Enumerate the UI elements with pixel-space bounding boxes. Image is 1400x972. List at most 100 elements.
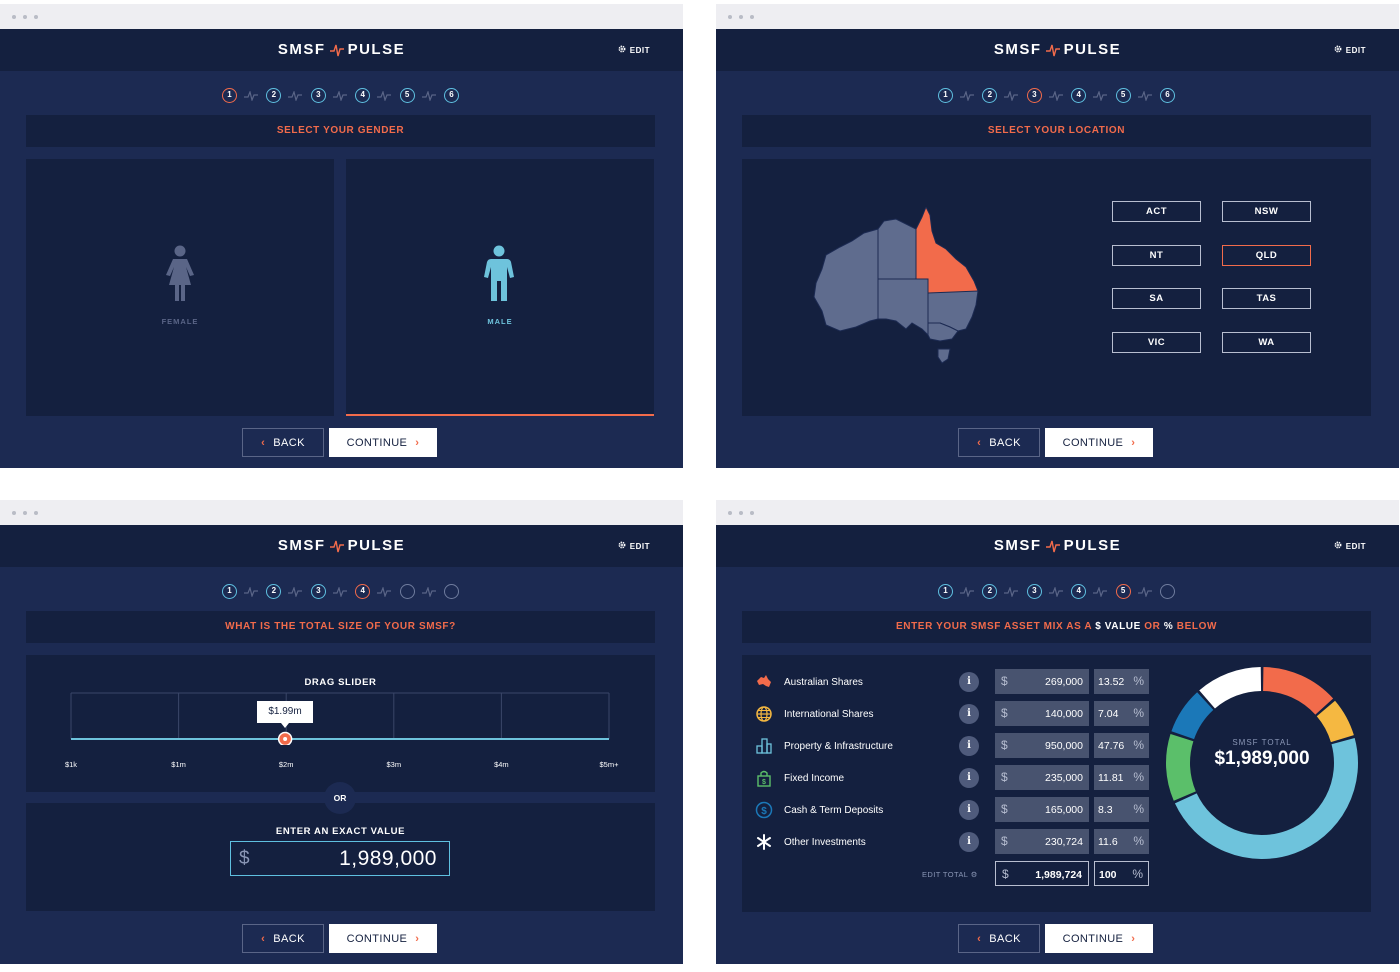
asset-pct-input[interactable]: 13.52%	[1094, 669, 1149, 694]
step-1[interactable]: 1	[222, 88, 237, 103]
location-button-nt[interactable]: NT	[1112, 244, 1201, 266]
step-5[interactable]: 5	[399, 88, 415, 103]
step-2[interactable]: 2	[266, 88, 282, 103]
continue-button[interactable]: CONTINUE ›	[329, 428, 437, 457]
donut-segment[interactable]	[1174, 737, 1358, 859]
continue-button[interactable]: CONTINUE ›	[1045, 924, 1153, 953]
step-6[interactable]: 6	[444, 88, 459, 103]
asset-value-input[interactable]: $230,724	[995, 829, 1089, 854]
location-button-wa[interactable]: WA	[1222, 331, 1311, 353]
step-4[interactable]: 4	[355, 584, 371, 599]
step-4[interactable]: 4	[1071, 584, 1087, 599]
location-button-sa[interactable]: SA	[1112, 288, 1201, 309]
asset-value-input[interactable]: $950,000	[995, 733, 1089, 758]
pct-symbol: %	[1133, 834, 1144, 848]
location-button-qld[interactable]: QLD	[1222, 244, 1311, 266]
window-chrome	[0, 4, 683, 29]
back-button[interactable]: ‹ BACK	[958, 428, 1040, 457]
info-icon[interactable]: i	[959, 800, 979, 820]
asset-pct: 11.81	[1098, 772, 1124, 784]
step-2[interactable]: 2	[982, 88, 998, 103]
step-3[interactable]: 3	[1026, 584, 1042, 599]
step-5[interactable]: 5	[1115, 584, 1131, 599]
info-icon[interactable]: i	[959, 736, 979, 756]
asset-value-input[interactable]: $165,000	[995, 797, 1089, 822]
window-chrome	[0, 500, 683, 525]
info-icon[interactable]: i	[959, 768, 979, 788]
step-4[interactable]: 4	[355, 88, 371, 103]
step-2[interactable]: 2	[266, 584, 282, 599]
asset-pct-input[interactable]: 11.6%	[1094, 829, 1149, 854]
total-value-input[interactable]: $ 1,989,724	[995, 861, 1089, 886]
slider-value-tooltip: $1.99m	[257, 701, 313, 728]
continue-button[interactable]: CONTINUE ›	[1045, 428, 1153, 457]
edit-button[interactable]: EDIT	[618, 541, 650, 551]
info-icon[interactable]: i	[959, 832, 979, 852]
asset-pct: 13.52	[1098, 676, 1125, 688]
step-6[interactable]	[444, 584, 459, 599]
asset-value: 950,000	[1045, 740, 1083, 752]
pulse-separator-icon	[1004, 91, 1019, 101]
map-region-tas[interactable]	[937, 348, 951, 364]
map-region-vic[interactable]	[927, 322, 959, 342]
brand-logo: SMSF PULSE	[0, 537, 683, 554]
donut-segment[interactable]	[1171, 692, 1214, 740]
back-button[interactable]: ‹ BACK	[958, 924, 1040, 953]
asterisk-icon	[755, 833, 773, 851]
brand-right: PULSE	[1063, 41, 1122, 58]
donut-segment[interactable]	[1262, 667, 1334, 715]
asset-value-input[interactable]: $140,000	[995, 701, 1089, 726]
donut-segment[interactable]	[1166, 733, 1196, 801]
step-3[interactable]: 3	[310, 584, 326, 599]
step-6[interactable]	[1160, 584, 1175, 599]
edit-total-button[interactable]: EDIT TOTAL ⚙	[922, 870, 978, 879]
gender-option-male[interactable]: MALE	[346, 159, 654, 416]
pulse-separator-icon	[1093, 587, 1108, 597]
step-1[interactable]: 1	[938, 584, 953, 599]
step-1[interactable]: 1	[222, 584, 237, 599]
step-6[interactable]: 6	[1160, 88, 1175, 103]
map-region-qld[interactable]	[915, 207, 979, 294]
slider-panel: DRAG SLIDER	[26, 655, 655, 792]
asset-pct-input[interactable]: 47.76%	[1094, 733, 1149, 758]
size-slider[interactable]	[0, 685, 683, 745]
asset-row: Property & Infrastructure i $950,000 47.76%	[742, 733, 1162, 759]
step-5[interactable]: 5	[1115, 88, 1131, 103]
step-2[interactable]: 2	[982, 584, 998, 599]
info-icon[interactable]: i	[959, 704, 979, 724]
slider-tick-label: $2m	[278, 760, 294, 769]
continue-button[interactable]: CONTINUE ›	[329, 924, 437, 953]
step-4[interactable]: 4	[1071, 88, 1087, 103]
asset-value-input[interactable]: $269,000	[995, 669, 1089, 694]
asset-pct-input[interactable]: 8.3%	[1094, 797, 1149, 822]
location-button-vic[interactable]: VIC	[1112, 331, 1201, 353]
step-1[interactable]: 1	[938, 88, 953, 103]
location-button-act[interactable]: ACT	[1112, 201, 1201, 222]
exact-value-input[interactable]: $ 1,989,000	[230, 841, 450, 876]
location-button-tas[interactable]: TAS	[1222, 288, 1311, 309]
donut-segment[interactable]	[1199, 667, 1262, 709]
back-button[interactable]: ‹ BACK	[242, 428, 324, 457]
gender-option-female[interactable]: FEMALE	[26, 159, 334, 416]
location-button-nsw[interactable]: NSW	[1222, 201, 1311, 222]
asset-pct-input[interactable]: 11.81%	[1094, 765, 1149, 790]
step-3[interactable]: 3	[310, 88, 326, 103]
pulse-separator-icon	[244, 587, 258, 597]
edit-button[interactable]: EDIT	[618, 45, 650, 55]
map-region-sa[interactable]	[877, 278, 929, 337]
donut-segment[interactable]	[1316, 700, 1354, 743]
globe-icon	[755, 705, 773, 723]
total-pct-input[interactable]: 100 %	[1094, 861, 1149, 886]
asset-value-input[interactable]: $235,000	[995, 765, 1089, 790]
info-icon[interactable]: i	[959, 672, 979, 692]
map-region-nt[interactable]	[877, 218, 917, 280]
step-3[interactable]: 3	[1026, 88, 1042, 103]
back-button[interactable]: ‹ BACK	[242, 924, 324, 953]
edit-button[interactable]: EDIT	[1334, 541, 1366, 551]
slider-title: DRAG SLIDER	[304, 677, 377, 688]
asset-pct-input[interactable]: 7.04%	[1094, 701, 1149, 726]
map-region-wa[interactable]	[813, 228, 879, 332]
edit-button[interactable]: EDIT	[1334, 45, 1366, 55]
pulse-separator-icon	[244, 91, 258, 101]
step-5[interactable]	[399, 584, 415, 599]
